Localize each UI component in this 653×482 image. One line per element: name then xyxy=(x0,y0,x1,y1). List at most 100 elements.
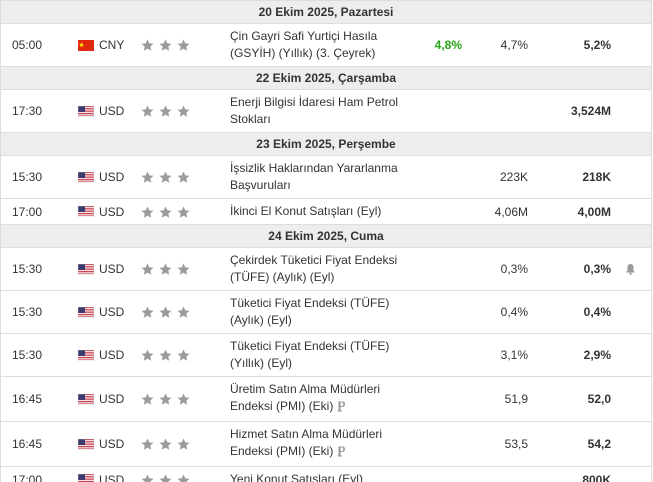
currency: USD xyxy=(99,204,125,219)
flag-icon xyxy=(78,39,94,51)
event-row: 15:30 USD Tüketici Fiyat Endeksi (TÜFE) (A… xyxy=(1,291,651,334)
forecast: 4,06M xyxy=(494,204,528,219)
event-name: İşsizlik Haklarından Yararlanma Başvurul… xyxy=(230,160,408,194)
date-header: 22 Ekim 2025, Çarşamba xyxy=(1,67,651,90)
time: 17:00 xyxy=(12,472,43,482)
date-header: 23 Ekim 2025, Perşembe xyxy=(1,133,651,156)
currency: USD xyxy=(99,437,125,451)
currency: USD xyxy=(99,472,125,482)
forecast: 51,9 xyxy=(504,392,528,406)
event-text: Yeni Konut Satışları (Eyl) xyxy=(230,472,363,482)
flag-cell xyxy=(78,438,99,450)
event-row: 16:45 USD Hizmet Satın Alma Müdürleri Ende… xyxy=(1,422,651,467)
event-name: Çin Gayri Safi Yurtiçi Hasıla (GSYİH) (Y… xyxy=(230,28,408,62)
event-text: Tüketici Fiyat Endeksi (TÜFE) (Yıllık) (… xyxy=(230,339,390,370)
event-row: 15:30 USD İşsizlik Haklarından Yararlanma … xyxy=(1,156,651,199)
time: 17:30 xyxy=(12,104,43,118)
currency: USD xyxy=(99,392,125,406)
previous: 5,2% xyxy=(583,38,611,52)
event-text: Çekirdek Tüketici Fiyat Endeksi (TÜFE) (… xyxy=(230,253,398,284)
previous: 218K xyxy=(582,170,611,184)
flag-cell xyxy=(78,306,99,318)
star xyxy=(159,206,172,218)
forecast: 0,4% xyxy=(500,305,528,319)
star xyxy=(141,171,154,183)
star xyxy=(141,306,154,318)
alert-cell xyxy=(625,263,637,275)
time: 17:00 xyxy=(12,204,43,219)
event-name: Tüketici Fiyat Endeksi (TÜFE) (Aylık) (E… xyxy=(230,295,408,329)
event-text: Çin Gayri Safi Yurtiçi Hasıla (GSYİH) (Y… xyxy=(230,29,378,60)
previous: 2,9% xyxy=(583,348,611,362)
forecast: 4,7% xyxy=(500,38,528,52)
importance xyxy=(141,105,230,117)
preliminary-glyph xyxy=(337,446,346,457)
event-row: 17:30 USD Enerji Bilgisi İdaresi Ham Petro… xyxy=(1,90,651,133)
star xyxy=(177,393,190,405)
currency: USD xyxy=(99,262,125,276)
star xyxy=(159,39,172,51)
event-row: 17:00 USD Yeni Konut Satışları (Eyl) 800K xyxy=(1,467,651,482)
event-text: Üretim Satın Alma Müdürleri Endeksi (PMI… xyxy=(230,382,381,413)
flag-cell xyxy=(78,171,99,183)
event-name: Hizmet Satın Alma Müdürleri Endeksi (PMI… xyxy=(230,426,408,462)
currency: USD xyxy=(99,104,125,118)
star xyxy=(159,349,172,361)
event-text: Tüketici Fiyat Endeksi (TÜFE) (Aylık) (E… xyxy=(230,296,390,327)
date-header: 24 Ekim 2025, Cuma xyxy=(1,225,651,248)
event-row: 05:00 CNY Çin Gayri Safi Yurtiçi Hasıla (G… xyxy=(1,24,651,67)
event-text: İşsizlik Haklarından Yararlanma Başvurul… xyxy=(230,161,398,192)
actual: 4,8% xyxy=(434,38,462,52)
star xyxy=(159,105,172,117)
flag-cell xyxy=(78,349,99,361)
time: 15:30 xyxy=(12,348,43,362)
flag-icon xyxy=(78,438,94,450)
currency: USD xyxy=(99,305,125,319)
time: 16:45 xyxy=(12,392,43,406)
flag-icon xyxy=(78,393,94,405)
flag-cell xyxy=(78,206,99,217)
flag-icon xyxy=(78,349,94,361)
flag-icon xyxy=(78,263,94,275)
star xyxy=(141,263,154,275)
star xyxy=(177,206,190,218)
importance xyxy=(141,349,230,361)
flag-icon xyxy=(78,171,94,183)
star xyxy=(177,349,190,361)
star xyxy=(159,474,172,482)
forecast: 0,3% xyxy=(500,262,528,276)
star xyxy=(141,349,154,361)
currency: USD xyxy=(99,170,125,184)
preliminary-glyph xyxy=(337,401,346,412)
previous: 3,524M xyxy=(570,104,611,118)
event-text: Enerji Bilgisi İdaresi Ham Petrol Stokla… xyxy=(230,95,399,126)
event-text: Hizmet Satın Alma Müdürleri Endeksi (PMI… xyxy=(230,427,383,458)
importance xyxy=(141,393,230,405)
importance xyxy=(141,171,230,183)
event-row: 16:45 USD Üretim Satın Alma Müdürleri Ende… xyxy=(1,377,651,422)
preliminary-icon xyxy=(337,400,346,417)
forecast: 3,1% xyxy=(500,348,528,362)
event-row: 17:00 USD İkinci El Konut Satışları (Eyl) 4… xyxy=(1,199,651,225)
time: 05:00 xyxy=(12,38,43,52)
date-header: 20 Ekim 2025, Pazartesi xyxy=(1,1,651,24)
time: 16:45 xyxy=(12,437,43,451)
star xyxy=(141,105,154,117)
alert-bell[interactable] xyxy=(625,263,636,275)
flag-icon xyxy=(78,474,94,482)
star xyxy=(177,171,190,183)
star xyxy=(141,474,154,482)
event-name: Üretim Satın Alma Müdürleri Endeksi (PMI… xyxy=(230,381,408,417)
forecast: 53,5 xyxy=(504,437,528,451)
event-text: İkinci El Konut Satışları (Eyl) xyxy=(230,204,382,218)
star xyxy=(141,39,154,51)
flag-cell xyxy=(78,474,99,482)
flag-cell xyxy=(78,39,99,51)
previous: 0,3% xyxy=(583,262,611,276)
importance xyxy=(141,438,230,450)
previous: 4,00M xyxy=(577,204,611,219)
event-row: 15:30 USD Tüketici Fiyat Endeksi (TÜFE) (Y… xyxy=(1,334,651,377)
previous: 0,4% xyxy=(583,305,611,319)
star xyxy=(177,474,190,482)
